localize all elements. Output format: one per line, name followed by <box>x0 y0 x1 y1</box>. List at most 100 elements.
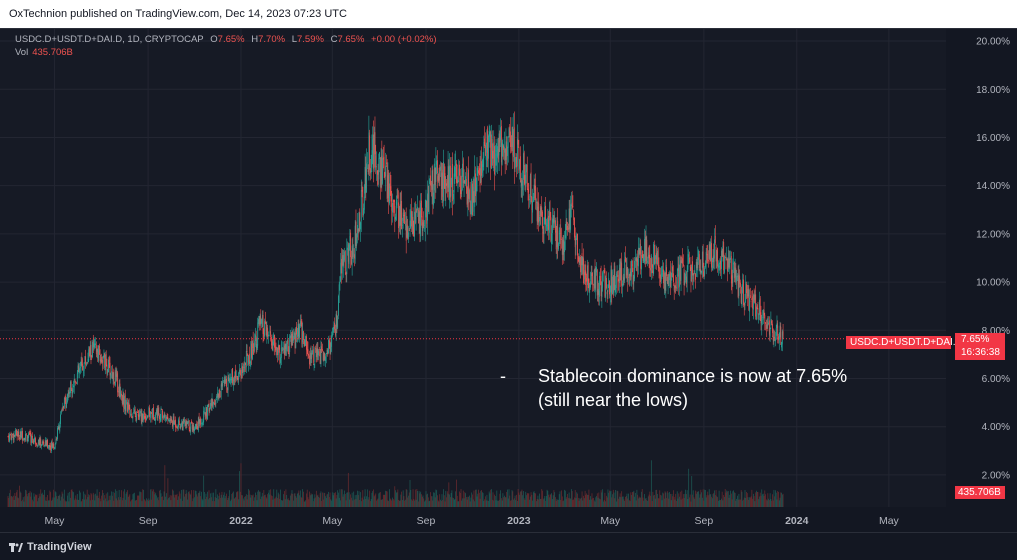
candle-body <box>12 433 14 440</box>
volume-bar <box>772 494 773 507</box>
volume-bar <box>574 497 575 507</box>
candle-body <box>180 424 182 429</box>
volume-bar <box>604 492 606 507</box>
candle-body <box>344 250 346 272</box>
candle-body <box>460 189 462 194</box>
volume-bar <box>565 498 567 507</box>
volume-bar <box>97 495 99 507</box>
candle-body <box>357 224 358 238</box>
candle-body <box>494 146 495 175</box>
volume-bar <box>170 500 172 507</box>
volume-bar <box>244 496 246 507</box>
volume-bar <box>114 492 115 507</box>
candle-body <box>776 323 778 329</box>
time-tick-label: 2022 <box>229 515 253 527</box>
candle-body <box>728 258 730 268</box>
candle-body <box>132 413 134 418</box>
volume-bar <box>586 493 588 507</box>
volume-bar <box>427 497 429 507</box>
candle-body <box>256 344 258 349</box>
candle-body <box>519 156 521 183</box>
time-tick-label: 2023 <box>507 515 531 527</box>
candle-body <box>143 413 144 420</box>
candle-body <box>140 411 141 414</box>
volume-bar <box>398 500 400 507</box>
volume-bar <box>709 494 711 507</box>
candle-body <box>540 207 542 216</box>
candle-body <box>290 335 292 345</box>
time-tick-label: May <box>600 515 621 527</box>
candle-body <box>299 320 301 327</box>
volume-bar <box>152 491 154 507</box>
candle-body <box>693 273 695 276</box>
candle-body <box>389 183 391 188</box>
candle-body <box>683 269 685 285</box>
candle-body <box>729 260 731 270</box>
candle-body <box>92 342 93 357</box>
volume-bar <box>583 495 584 507</box>
candle-body <box>725 258 727 261</box>
chart-pane[interactable]: 2.00% 4.00% 6.00% 8.00% 10.00% 12.00% 14.00% 16… <box>0 29 1017 532</box>
candle-body <box>200 418 202 425</box>
candle-body <box>753 294 755 302</box>
volume-bar <box>542 490 543 507</box>
candle-body <box>95 343 96 346</box>
candle-body <box>479 168 481 186</box>
candle-body <box>717 248 718 267</box>
candle-body <box>529 175 531 195</box>
volume-bar <box>38 493 40 507</box>
volume-bar <box>717 500 719 507</box>
volume-bar <box>55 492 57 507</box>
volume-bar <box>688 468 690 507</box>
candle-body <box>777 325 779 339</box>
candle-body <box>361 190 363 192</box>
candle-body <box>334 328 336 336</box>
candle-body <box>440 166 441 171</box>
tradingview-logo[interactable]: TradingView <box>9 541 92 553</box>
candle-body <box>508 128 510 137</box>
volume-bar <box>230 499 232 507</box>
volume-bar <box>415 499 417 507</box>
candle-body <box>173 416 175 425</box>
volume-bar <box>292 493 294 507</box>
price-axis[interactable]: 2.00%4.00%6.00%8.00%10.00%12.00%14.00%16… <box>946 29 1017 532</box>
candle-body <box>469 186 471 213</box>
volume-bar <box>34 496 36 507</box>
volume-bar <box>35 494 36 507</box>
candle-body <box>312 350 313 355</box>
volume-bar <box>258 490 259 507</box>
candle-body <box>90 345 92 357</box>
volume-bar <box>15 492 17 507</box>
candle-body <box>328 339 329 353</box>
volume-bar <box>178 491 180 507</box>
volume-bar <box>177 499 179 507</box>
volume-bar <box>554 492 556 507</box>
volume-bar <box>593 497 594 507</box>
volume-bar <box>548 494 549 507</box>
volume-bar <box>561 490 562 507</box>
volume-bar <box>650 460 652 507</box>
candlestick-chart[interactable]: 2.00%4.00%6.00%8.00%10.00%12.00%14.00%16… <box>0 29 1017 532</box>
time-axis[interactable]: May Sep 2022 May Sep 2023 May Sep 2024 May <box>0 507 946 532</box>
volume-bar <box>21 501 23 507</box>
volume-bar <box>366 496 368 507</box>
candle-body <box>257 322 259 346</box>
volume-bar <box>90 493 92 507</box>
volume-bar <box>240 463 242 507</box>
candle-body <box>343 256 345 268</box>
volume-bar <box>379 492 381 507</box>
candle-body <box>354 225 356 260</box>
volume-bar <box>287 499 288 507</box>
volume-bar <box>463 498 465 507</box>
volume-bar <box>769 493 771 507</box>
volume-bar <box>41 493 42 507</box>
candle-body <box>526 164 527 173</box>
candle-body <box>155 412 157 421</box>
volume-bar <box>361 497 363 507</box>
volume-bar <box>479 498 481 507</box>
volume-bar <box>761 489 763 507</box>
candle-body <box>781 341 782 348</box>
volume-bar <box>614 498 616 507</box>
volume-bar <box>685 489 687 507</box>
volume-bar <box>533 491 535 507</box>
